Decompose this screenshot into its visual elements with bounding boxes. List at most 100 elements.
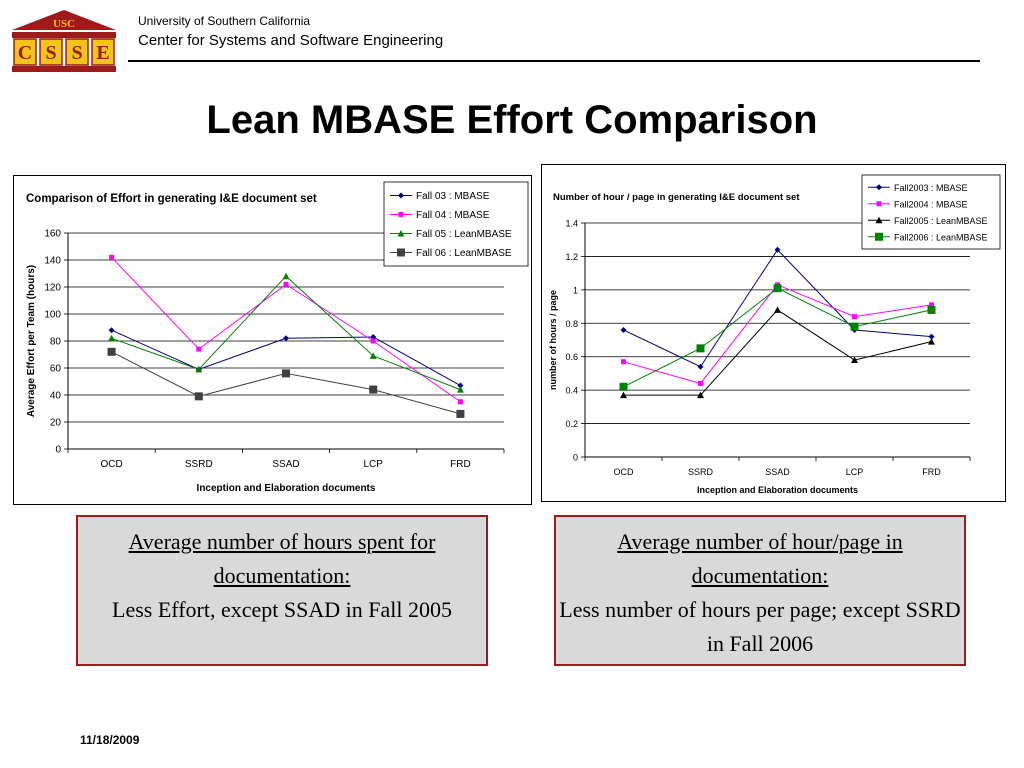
series-group xyxy=(107,347,465,418)
chart-title: Number of hour / page in generating I&E … xyxy=(553,192,800,203)
note-heading: Average number of hour/page in documenta… xyxy=(617,529,903,588)
data-point xyxy=(850,322,859,331)
data-point xyxy=(927,305,936,314)
y-axis-label: number of hours / page xyxy=(548,290,558,390)
note-box-hours-per-page: Average number of hour/page in documenta… xyxy=(554,515,966,666)
legend-entry: Fall2006 : LeanMBASE xyxy=(894,232,988,242)
data-point xyxy=(928,338,935,345)
data-point xyxy=(107,347,116,356)
data-point xyxy=(929,302,934,308)
x-tick-label: SSRD xyxy=(185,459,213,470)
legend-entry: Fall2003 : MBASE xyxy=(894,183,968,193)
series-group xyxy=(619,284,936,391)
x-tick-label: SSAD xyxy=(272,459,299,470)
data-point xyxy=(774,306,781,313)
data-point xyxy=(619,382,628,391)
hours-per-page-chart-svg: Number of hour / page in generating I&E … xyxy=(548,174,1001,495)
hours-per-page-chart: Number of hour / page in generating I&E … xyxy=(541,164,1006,502)
y-tick-label: 160 xyxy=(44,229,61,240)
y-tick-label: 60 xyxy=(50,364,62,375)
y-tick-label: 0.2 xyxy=(565,419,578,429)
logo-usc-text: USC xyxy=(53,18,75,30)
logo-letter-box xyxy=(39,38,63,66)
slide-title: Lean MBASE Effort Comparison xyxy=(206,98,818,142)
y-tick-label: 1 xyxy=(573,285,578,295)
data-point xyxy=(108,334,116,342)
data-point xyxy=(282,369,290,378)
y-tick-label: 80 xyxy=(50,337,62,348)
data-point xyxy=(397,230,405,237)
note-text: Less Effort, except SSAD in Fall 2005 xyxy=(112,597,452,622)
data-point xyxy=(194,392,203,401)
logo-letter: C xyxy=(18,42,32,64)
logo-letter-box xyxy=(65,38,89,66)
y-tick-label: 0.6 xyxy=(565,352,578,362)
series-group xyxy=(621,282,934,386)
x-tick-label: LCP xyxy=(363,459,383,470)
header-divider xyxy=(128,60,980,62)
y-tick-label: 0 xyxy=(55,445,61,456)
effort-chart-svg: Comparison of Effort in generating I&E d… xyxy=(26,181,529,494)
logo-letter: E xyxy=(96,42,109,64)
series-group xyxy=(620,306,935,399)
x-tick-label: LCP xyxy=(846,467,864,477)
data-point xyxy=(698,380,703,386)
y-tick-label: 1.2 xyxy=(565,252,578,262)
data-point xyxy=(697,363,704,370)
chart-title: Comparison of Effort in generating I&E d… xyxy=(26,193,317,205)
y-tick-label: 0 xyxy=(573,453,578,463)
effort-chart: Comparison of Effort in generating I&E d… xyxy=(13,175,532,505)
y-tick-label: 140 xyxy=(44,256,61,267)
data-point xyxy=(195,365,203,373)
data-point xyxy=(456,409,465,418)
data-point xyxy=(283,335,289,342)
y-tick-label: 100 xyxy=(44,310,61,321)
x-tick-label: OCD xyxy=(614,467,635,477)
series-group xyxy=(108,327,464,389)
x-tick-label: SSAD xyxy=(765,467,790,477)
institution-name: University of Southern California xyxy=(138,14,311,28)
data-point xyxy=(851,356,858,364)
logo-letter: S xyxy=(45,42,56,64)
logo-letter-box xyxy=(91,38,115,66)
legend-entry: Fall 04 : MBASE xyxy=(416,210,490,221)
y-tick-label: 0.4 xyxy=(565,386,578,396)
x-axis-label: Inception and Elaboration documents xyxy=(197,483,376,494)
legend-entry: Fall 05 : LeanMBASE xyxy=(416,229,512,240)
y-axis-label: Average Effort per Team (hours) xyxy=(26,265,37,417)
data-point xyxy=(369,385,378,394)
legend-entry: Fall2004 : MBASE xyxy=(894,199,968,209)
data-point xyxy=(620,391,627,399)
data-point xyxy=(109,254,115,260)
data-point xyxy=(196,346,202,352)
data-point xyxy=(774,246,781,253)
y-tick-label: 0.8 xyxy=(565,319,578,329)
y-tick-label: 120 xyxy=(44,283,61,294)
data-point xyxy=(620,326,627,333)
x-axis-label: Inception and Elaboration documents xyxy=(697,485,858,495)
data-point xyxy=(457,399,463,405)
note-text: Less number of hours per page; except SS… xyxy=(559,597,961,656)
note-heading: Average number of hours spent for docume… xyxy=(128,529,436,588)
legend: Fall2003 : MBASE Fall2004 : MBASE Fall2005… xyxy=(861,174,1001,250)
data-point xyxy=(875,232,883,241)
logo-letter-box xyxy=(13,38,37,66)
x-tick-label: SSRD xyxy=(688,467,714,477)
footer-date: 11/18/2009 xyxy=(80,733,140,747)
center-name: Center for Systems and Software Engineer… xyxy=(138,32,444,49)
data-point xyxy=(398,212,404,217)
data-point xyxy=(370,333,377,340)
data-point xyxy=(369,352,377,359)
data-point xyxy=(696,344,705,353)
data-point xyxy=(282,272,290,280)
y-tick-label: 20 xyxy=(50,418,62,429)
logo-letter: S xyxy=(71,42,82,64)
series-line xyxy=(623,284,932,385)
legend-entry: Fall 06 : LeanMBASE xyxy=(416,248,512,259)
data-point xyxy=(397,248,405,257)
note-box-effort: Average number of hours spent for docume… xyxy=(76,515,488,666)
x-tick-label: OCD xyxy=(100,459,122,470)
data-point xyxy=(697,391,704,399)
data-point xyxy=(621,359,626,365)
x-tick-label: FRD xyxy=(450,459,471,470)
